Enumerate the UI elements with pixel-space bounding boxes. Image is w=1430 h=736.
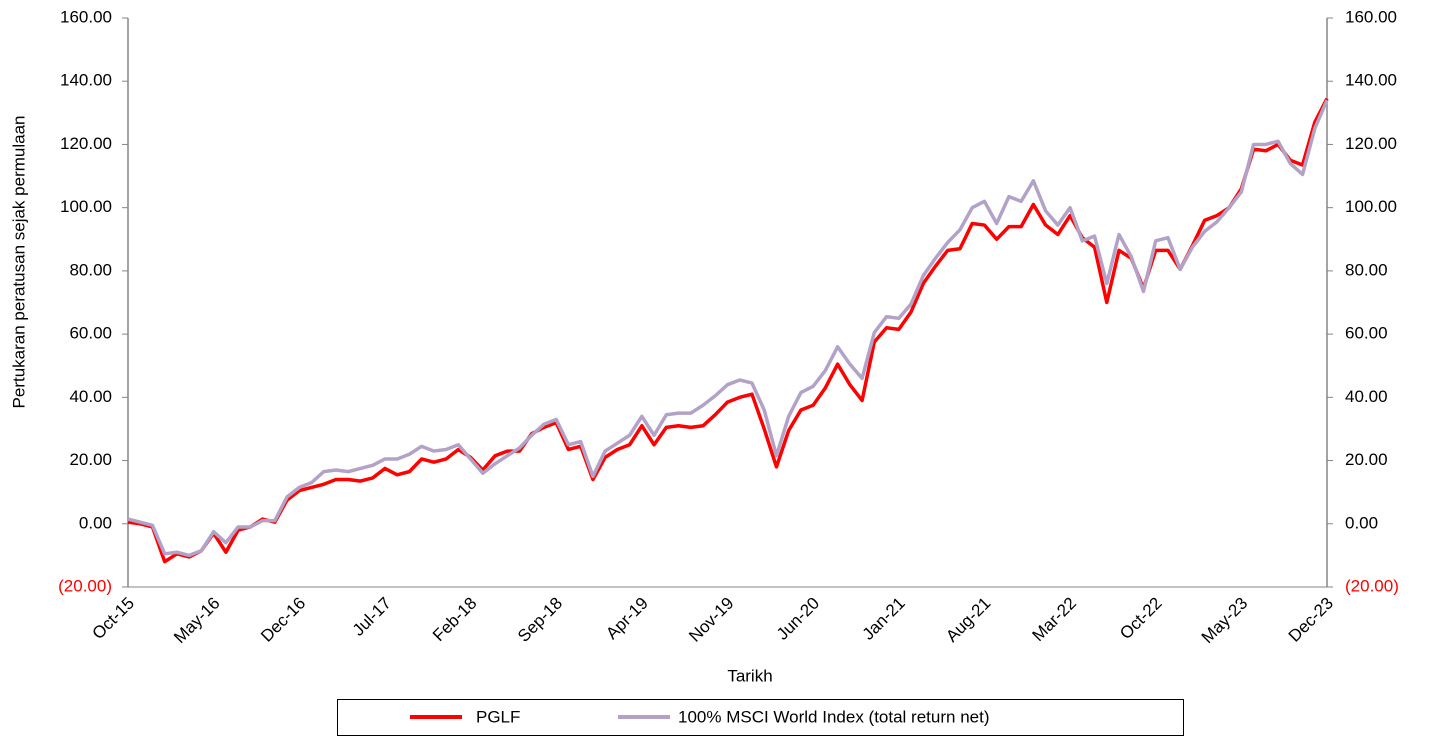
x-tick-label: Dec-23 [1285,594,1337,646]
x-tick-label: Apr-19 [602,594,652,644]
legend-box [337,699,1184,736]
x-tick-label: Oct-15 [88,594,138,644]
x-tick-label: Jan-21 [859,594,909,644]
series-line [127,99,1329,558]
y2-tick-label: (20.00) [1345,576,1399,595]
x-tick-label: Dec-16 [257,594,309,646]
y2-tick-label: 160.00 [1345,7,1397,26]
y2-tick-label: 120.00 [1345,134,1397,153]
y-tick-label: 100.00 [60,197,112,216]
y2-tick-label: 60.00 [1345,324,1388,343]
x-tick-label: May-16 [170,594,224,648]
y2-tick-label: 100.00 [1345,197,1397,216]
x-tick-label: Mar-22 [1029,594,1081,646]
y-tick-label: 40.00 [69,387,112,406]
legend-label: 100% MSCI World Index (total return net) [678,707,990,726]
y-tick-label: 120.00 [60,134,112,153]
y2-tick-label: 140.00 [1345,71,1397,90]
y2-tick-label: 20.00 [1345,450,1388,469]
x-axis-title: Tarikh [727,666,772,685]
y-tick-label: 80.00 [69,260,112,279]
y-axis-title: Pertukaran peratusan sejak permulaan [9,116,28,409]
legend-label: PGLF [476,707,520,726]
y-tick-label: 20.00 [69,450,112,469]
y-tick-label: 160.00 [60,7,112,26]
series-line [127,97,1329,564]
x-tick-label: Feb-18 [429,594,481,646]
y2-tick-label: 80.00 [1345,260,1388,279]
y2-tick-label: 0.00 [1345,513,1378,532]
x-tick-label: Jul-17 [349,594,395,640]
x-tick-label: May-23 [1198,594,1252,648]
x-tick-label: Nov-19 [685,594,737,646]
y2-tick-label: 40.00 [1345,387,1388,406]
y-tick-label: 0.00 [79,513,112,532]
x-tick-label: Oct-22 [1116,594,1166,644]
x-tick-label: Sep-18 [514,594,566,646]
x-tick-label: Jun-20 [773,594,823,644]
x-tick-label: Aug-21 [942,594,994,646]
y-tick-label: (20.00) [58,576,112,595]
y-tick-label: 60.00 [69,324,112,343]
y-tick-label: 140.00 [60,71,112,90]
